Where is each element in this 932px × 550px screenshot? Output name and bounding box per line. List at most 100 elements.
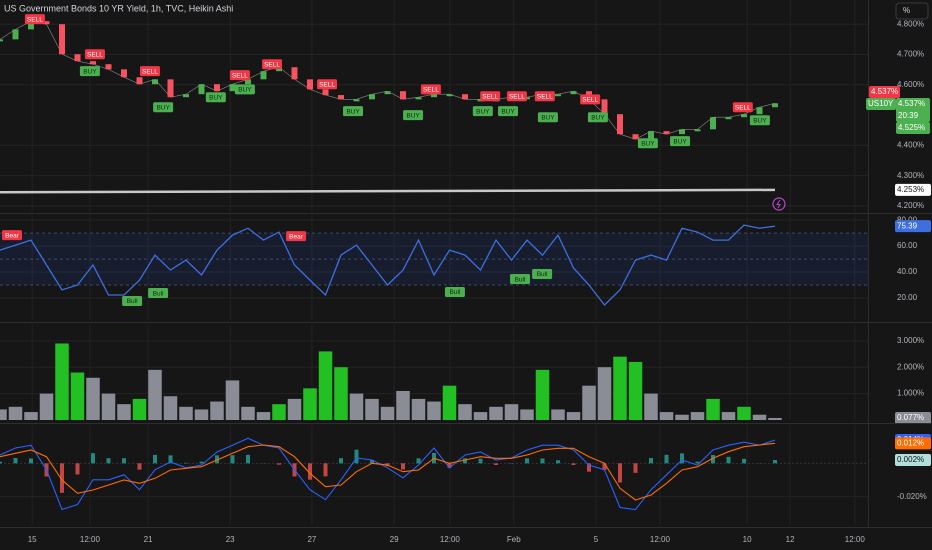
signal-label-box xyxy=(205,92,226,103)
candle xyxy=(105,64,112,70)
alert-icon[interactable] xyxy=(772,197,786,211)
x-tick-label: Feb xyxy=(507,535,521,544)
signal-label-box xyxy=(139,66,160,77)
bar xyxy=(70,372,85,420)
y-tick-label: 20.00 xyxy=(897,293,918,302)
histogram-bar xyxy=(602,463,607,470)
chart-title: US Government Bonds 10 YR Yield, 1h, TVC… xyxy=(4,3,233,13)
bar xyxy=(287,398,302,420)
bar xyxy=(365,398,379,420)
y-tick-label: 4.600% xyxy=(897,80,924,89)
histogram-bar xyxy=(726,456,731,464)
bar xyxy=(349,393,364,420)
candle xyxy=(524,97,530,100)
x-tick-label: 12:00 xyxy=(845,535,866,544)
candle xyxy=(772,103,778,108)
bar xyxy=(551,409,565,420)
candle xyxy=(28,21,34,30)
signal-label: SELL xyxy=(27,16,43,23)
value-tag-label: 0.012% xyxy=(897,438,924,447)
bar xyxy=(613,356,627,420)
signal-label: SELL xyxy=(87,51,103,58)
bar xyxy=(380,406,395,420)
bar xyxy=(39,393,54,420)
candle xyxy=(648,131,654,140)
y-tick-label: 60.00 xyxy=(897,241,918,250)
candle xyxy=(462,94,468,100)
bar xyxy=(55,343,69,420)
candle xyxy=(167,79,174,98)
bar xyxy=(318,351,333,420)
x-tick-label: 27 xyxy=(307,535,316,544)
countdown-label: 20:39 xyxy=(898,111,919,120)
signal-label-box xyxy=(343,106,364,117)
candle xyxy=(384,91,391,95)
candle xyxy=(152,79,158,85)
candle xyxy=(741,114,747,118)
candle xyxy=(756,107,763,115)
y-tick-label: 4.200% xyxy=(897,201,924,210)
candle xyxy=(291,67,298,80)
bar xyxy=(489,406,503,420)
unit-button[interactable] xyxy=(895,2,929,20)
signal-label: BUY xyxy=(346,108,360,115)
candle xyxy=(415,97,422,100)
candle xyxy=(136,77,143,85)
histogram-bar xyxy=(587,463,591,472)
signal-label: BUY xyxy=(541,114,555,121)
last-tag-label: 4.537% xyxy=(898,99,925,108)
signal-label: BUY xyxy=(476,108,490,115)
histogram-bar xyxy=(230,455,235,464)
bar xyxy=(163,396,178,420)
histogram-bar xyxy=(323,463,328,477)
candle xyxy=(74,54,81,62)
signal-label-box xyxy=(317,79,338,90)
histogram-bar xyxy=(478,458,483,464)
signal-label-box xyxy=(670,136,691,147)
histogram-bar xyxy=(122,458,126,464)
candle xyxy=(446,94,453,97)
bar xyxy=(396,390,410,420)
bar xyxy=(117,404,131,420)
mark-layer xyxy=(0,20,868,511)
bar xyxy=(659,412,674,420)
histogram-bar xyxy=(494,463,498,465)
candle xyxy=(0,39,3,42)
signal-label-box xyxy=(472,106,493,117)
histogram-bar xyxy=(199,461,204,464)
x-tick-label: 12:00 xyxy=(80,535,101,544)
histogram-bar xyxy=(168,455,173,464)
bar xyxy=(0,409,7,420)
signal-label-box xyxy=(79,66,100,77)
y-tick-label: 4.400% xyxy=(897,140,924,149)
histogram-bar xyxy=(0,461,2,464)
overlay-line xyxy=(0,188,776,194)
bar xyxy=(473,412,488,420)
x-tick-label: 12:00 xyxy=(650,535,671,544)
signal-label-box xyxy=(580,94,601,105)
histogram-bar xyxy=(711,455,715,464)
histogram-bar xyxy=(13,458,18,464)
histogram-bar xyxy=(137,463,142,470)
y-tick-label: -0.020% xyxy=(897,492,927,501)
signal-label: SELL xyxy=(142,68,158,75)
value-tag-label: 4.253% xyxy=(897,185,924,194)
bar xyxy=(334,367,348,420)
candle xyxy=(121,69,127,78)
label-layer: 4.200% 4.300% 4.400% 4.600% 4.700% 4.800% 4.25… xyxy=(2,14,931,544)
x-tick-label: 21 xyxy=(144,535,153,544)
unit-button-label[interactable]: % xyxy=(903,6,910,15)
signal-label-box xyxy=(148,288,169,299)
signal-label-box xyxy=(286,231,307,242)
bar xyxy=(520,409,534,420)
candle xyxy=(322,89,329,96)
signal-label: Bull xyxy=(153,290,164,297)
signal-label-box xyxy=(506,91,527,102)
signal-label: SELL xyxy=(232,72,248,79)
candle xyxy=(369,94,375,100)
x-tick-label: 12 xyxy=(786,535,795,544)
bar xyxy=(721,412,736,420)
candle xyxy=(43,21,50,25)
candle xyxy=(12,29,19,40)
